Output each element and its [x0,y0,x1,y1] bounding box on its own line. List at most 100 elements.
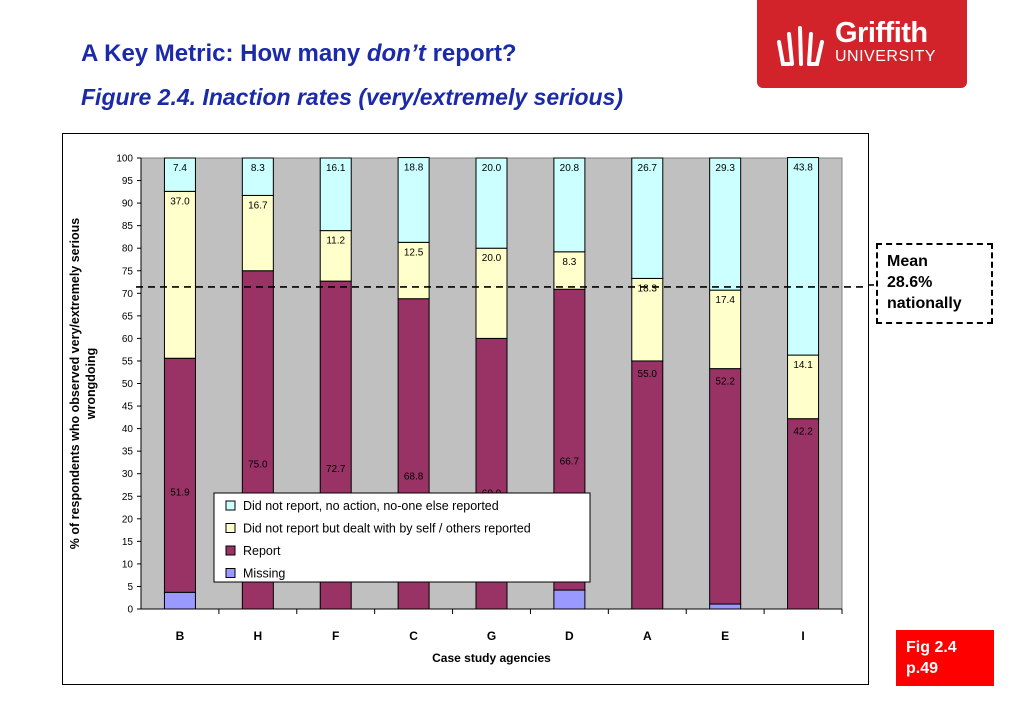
bar-segment-missing [709,603,742,610]
x-axis-title: Case study agencies [432,651,551,665]
bar-segment-did-not-report-no-action-no-one-else-reported [787,157,820,356]
data-label: 16.7 [248,200,268,211]
bar-segment-missing [553,589,586,610]
x-tick-label: G [487,629,496,643]
y-tick-label: 15 [122,537,134,548]
legend-swatch [225,500,236,511]
data-label: 17.4 [715,295,735,306]
data-label: 12.5 [404,247,424,258]
x-tick-label: E [721,629,729,643]
legend-label: Report [243,544,281,558]
data-label: 18.8 [404,163,424,174]
data-label: 42.2 [793,427,813,438]
data-label: 11.2 [326,236,345,247]
data-label: 72.7 [326,464,346,475]
y-tick-label: 90 [122,199,134,210]
y-tick-label: 65 [122,311,134,322]
legend-swatch [225,568,236,578]
bar-segment-did-not-report-but-dealt-with-by-self-others-reported [787,354,820,420]
data-label: 37.0 [170,196,190,207]
bar-segment-did-not-report-but-dealt-with-by-self-others-reported [397,241,430,300]
page-number: p.49 [906,660,939,677]
data-label: 66.7 [560,457,580,468]
data-label: 52.2 [715,377,735,388]
y-tick-label: 70 [122,289,134,300]
data-label: 29.3 [715,163,735,174]
bar-segment-did-not-report-no-action-no-one-else-reported [163,157,196,192]
data-label: 8.3 [562,257,576,268]
legend-label: Missing [243,567,285,581]
bar-segment-missing [163,591,196,610]
x-tick-label: B [176,629,185,643]
y-tick-label: 55 [122,356,134,367]
slide-title: A Key Metric: How many don’t report? [81,40,517,68]
y-tick-label: 95 [122,176,134,187]
bar-segment-did-not-report-no-action-no-one-else-reported [553,157,586,253]
y-tick-label: 50 [122,379,134,390]
legend [213,492,591,583]
y-tick-label: 20 [122,514,134,525]
mean-scope: nationally [887,295,962,312]
y-tick-label: 80 [122,244,134,255]
data-label: 20.0 [482,163,502,174]
x-tick-label: D [565,629,574,643]
data-label: 43.8 [793,163,813,174]
bar-segment-did-not-report-no-action-no-one-else-reported [709,157,742,291]
logo-wordmark: Griffith UNIVERSITY [835,19,936,65]
bar-segment-did-not-report-but-dealt-with-by-self-others-reported [319,230,352,282]
y-tick-label: 60 [122,334,134,345]
bar-segment-did-not-report-but-dealt-with-by-self-others-reported [709,289,742,370]
bar-segment-did-not-report-no-action-no-one-else-reported [397,157,430,243]
y-tick-label: 5 [127,582,133,593]
bar-segment-did-not-report-but-dealt-with-by-self-others-reported [241,194,274,272]
bar-segment-report [709,368,742,605]
legend-label: Did not report but dealt with by self / … [243,522,531,536]
y-tick-label: 10 [122,559,134,570]
y-tick-label: 25 [122,492,134,503]
data-label: 14.1 [793,360,813,371]
data-label: 20.8 [560,163,580,174]
figure-number: Fig 2.4 [906,639,957,656]
y-tick-label: 35 [122,447,134,458]
y-tick-label: 100 [116,154,133,165]
bar-segment-did-not-report-no-action-no-one-else-reported [475,157,508,249]
title-prefix: A Key Metric: How many [81,40,367,67]
y-tick-label: 30 [122,469,134,480]
figure-reference-badge: Fig 2.4 p.49 [896,630,994,686]
data-label: 16.1 [326,163,346,174]
x-tick-label: C [409,629,418,643]
data-label: 75.0 [248,460,268,471]
bar-segment-did-not-report-but-dealt-with-by-self-others-reported [631,277,664,362]
mean-label: Mean [887,253,928,270]
mean-line-connector [869,284,877,286]
y-tick-label: 85 [122,221,134,232]
legend-swatch [225,545,236,556]
data-label: 20.0 [482,253,502,264]
bar-segment-did-not-report-but-dealt-with-by-self-others-reported [163,190,196,359]
bar-segment-did-not-report-no-action-no-one-else-reported [319,157,352,232]
mean-value: 28.6% [887,274,933,291]
griffith-logo: Griffith UNIVERSITY [757,0,967,88]
chart-frame: 0 5 10 15 20 25 30 35 40 45 50 55 60 65 70 75 80 85 90 95 10… [62,133,869,685]
data-label: 55.0 [638,369,658,380]
figure-caption: Figure 2.4. Inaction rates (very/extreme… [81,84,624,110]
data-label: 8.3 [251,163,265,174]
data-label: 26.7 [638,163,658,174]
bar-segment-did-not-report-but-dealt-with-by-self-others-reported [475,247,508,339]
logo-line-2: UNIVERSITY [835,48,937,65]
bar-segment-did-not-report-no-action-no-one-else-reported [631,157,664,279]
legend-swatch [225,523,236,533]
y-axis-title: % of respondents who observed very/extre… [68,218,98,549]
y-tick-label: 40 [122,424,134,435]
x-tick-label: H [253,629,262,643]
x-tick-label: A [643,629,652,643]
y-tick-label: 45 [122,402,134,413]
data-label: 18.3 [638,283,658,294]
stacked-bar-chart: 0 5 10 15 20 25 30 35 40 45 50 55 60 65 70 75 80 85 90 95 10… [68,154,868,665]
mean-callout: Mean 28.6% nationally [876,243,993,324]
y-tick-label: 0 [127,605,133,616]
y-tick-label: 75 [122,266,134,277]
data-label: 68.8 [404,472,424,483]
x-tick-label: I [801,629,804,643]
title-emphasis: don’t [366,40,426,67]
